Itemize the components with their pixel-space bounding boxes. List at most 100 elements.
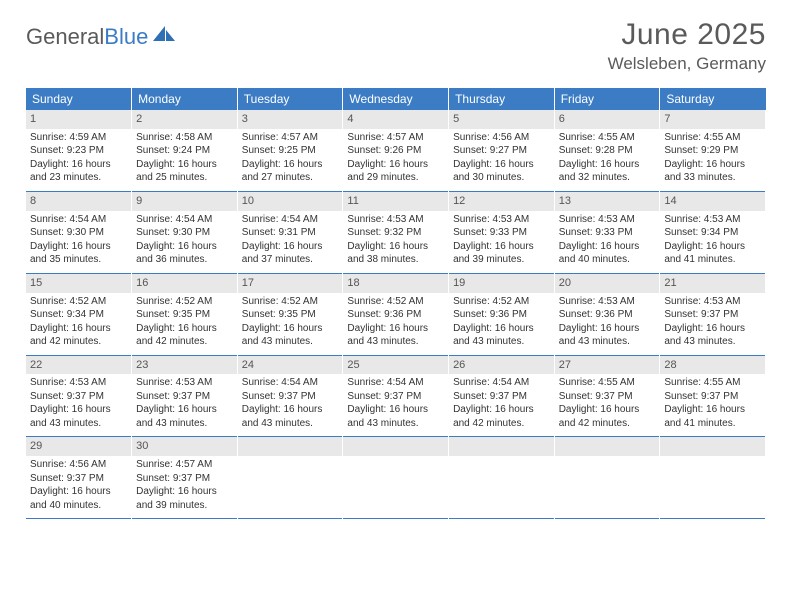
sunrise-line: Sunrise: 4:54 AM bbox=[453, 376, 550, 390]
daylight-line: Daylight: 16 hours and 38 minutes. bbox=[347, 240, 444, 267]
day-number: 29 bbox=[26, 437, 131, 456]
sunset-line: Sunset: 9:37 PM bbox=[30, 472, 127, 486]
empty-day bbox=[660, 437, 765, 456]
weekday-header: Friday bbox=[554, 88, 660, 110]
sunrise-line: Sunrise: 4:54 AM bbox=[347, 376, 444, 390]
sunset-line: Sunset: 9:27 PM bbox=[453, 144, 550, 158]
day-number: 17 bbox=[238, 274, 343, 293]
day-cell: 3Sunrise: 4:57 AMSunset: 9:25 PMDaylight… bbox=[237, 110, 343, 191]
calendar-body: 1Sunrise: 4:59 AMSunset: 9:23 PMDaylight… bbox=[26, 110, 766, 519]
day-cell: 6Sunrise: 4:55 AMSunset: 9:28 PMDaylight… bbox=[554, 110, 660, 191]
sunrise-line: Sunrise: 4:52 AM bbox=[30, 295, 127, 309]
daylight-line: Daylight: 16 hours and 41 minutes. bbox=[664, 403, 761, 430]
day-cell: 14 Sunrise: 4:53 AMSunset: 9:34 PMDayligh… bbox=[660, 191, 766, 273]
daylight-line: Daylight: 16 hours and 29 minutes. bbox=[347, 158, 444, 185]
brand-word2: Blue bbox=[104, 24, 148, 50]
day-cell bbox=[554, 437, 660, 519]
day-number: 16 bbox=[132, 274, 237, 293]
day-number: 3 bbox=[238, 110, 343, 129]
sunset-line: Sunset: 9:30 PM bbox=[136, 226, 233, 240]
location-label: Welsleben, Germany bbox=[608, 54, 766, 74]
sunrise-line: Sunrise: 4:53 AM bbox=[664, 213, 761, 227]
weekday-header: Sunday bbox=[26, 88, 132, 110]
sunset-line: Sunset: 9:29 PM bbox=[664, 144, 761, 158]
daylight-line: Daylight: 16 hours and 23 minutes. bbox=[30, 158, 127, 185]
sunrise-line: Sunrise: 4:54 AM bbox=[242, 376, 339, 390]
day-cell: 27Sunrise: 4:55 AMSunset: 9:37 PMDayligh… bbox=[554, 355, 660, 437]
sunrise-line: Sunrise: 4:52 AM bbox=[453, 295, 550, 309]
day-cell: 23Sunrise: 4:53 AMSunset: 9:37 PMDayligh… bbox=[132, 355, 238, 437]
brand-word1: General bbox=[26, 24, 104, 50]
daylight-line: Daylight: 16 hours and 42 minutes. bbox=[559, 403, 656, 430]
daylight-line: Daylight: 16 hours and 43 minutes. bbox=[242, 403, 339, 430]
day-cell: 21Sunrise: 4:53 AMSunset: 9:37 PMDayligh… bbox=[660, 273, 766, 355]
day-number: 27 bbox=[555, 356, 660, 375]
sunrise-line: Sunrise: 4:59 AM bbox=[30, 131, 127, 145]
calendar-head: SundayMondayTuesdayWednesdayThursdayFrid… bbox=[26, 88, 766, 110]
day-cell: 13Sunrise: 4:53 AMSunset: 9:33 PMDayligh… bbox=[554, 191, 660, 273]
daylight-line: Daylight: 16 hours and 30 minutes. bbox=[453, 158, 550, 185]
sunset-line: Sunset: 9:28 PM bbox=[559, 144, 656, 158]
header: GeneralBlue June 2025 Welsleben, Germany bbox=[26, 18, 766, 74]
day-number: 19 bbox=[449, 274, 554, 293]
daylight-line: Daylight: 16 hours and 43 minutes. bbox=[453, 322, 550, 349]
daylight-line: Daylight: 16 hours and 39 minutes. bbox=[136, 485, 233, 512]
day-cell: 1Sunrise: 4:59 AMSunset: 9:23 PMDaylight… bbox=[26, 110, 132, 191]
daylight-line: Daylight: 16 hours and 42 minutes. bbox=[30, 322, 127, 349]
sunset-line: Sunset: 9:24 PM bbox=[136, 144, 233, 158]
weekday-header: Wednesday bbox=[343, 88, 449, 110]
daylight-line: Daylight: 16 hours and 40 minutes. bbox=[30, 485, 127, 512]
brand-logo: GeneralBlue bbox=[26, 18, 178, 50]
sunrise-line: Sunrise: 4:57 AM bbox=[136, 458, 233, 472]
sunset-line: Sunset: 9:34 PM bbox=[664, 226, 761, 240]
sail-icon bbox=[152, 24, 178, 50]
weekday-header: Thursday bbox=[449, 88, 555, 110]
sunrise-line: Sunrise: 4:53 AM bbox=[347, 213, 444, 227]
day-cell: 15Sunrise: 4:52 AMSunset: 9:34 PMDayligh… bbox=[26, 273, 132, 355]
daylight-line: Daylight: 16 hours and 42 minutes. bbox=[453, 403, 550, 430]
sunrise-line: Sunrise: 4:54 AM bbox=[30, 213, 127, 227]
sunrise-line: Sunrise: 4:57 AM bbox=[242, 131, 339, 145]
empty-day bbox=[449, 437, 554, 456]
day-cell: 10Sunrise: 4:54 AMSunset: 9:31 PMDayligh… bbox=[237, 191, 343, 273]
daylight-line: Daylight: 16 hours and 41 minutes. bbox=[664, 240, 761, 267]
day-cell: 24Sunrise: 4:54 AMSunset: 9:37 PMDayligh… bbox=[237, 355, 343, 437]
title-block: June 2025 Welsleben, Germany bbox=[608, 18, 766, 74]
sunrise-line: Sunrise: 4:56 AM bbox=[30, 458, 127, 472]
day-number: 12 bbox=[449, 192, 554, 211]
day-cell: 30Sunrise: 4:57 AMSunset: 9:37 PMDayligh… bbox=[132, 437, 238, 519]
day-number: 4 bbox=[343, 110, 448, 129]
day-cell: 26Sunrise: 4:54 AMSunset: 9:37 PMDayligh… bbox=[449, 355, 555, 437]
table-row: 8Sunrise: 4:54 AMSunset: 9:30 PMDaylight… bbox=[26, 191, 766, 273]
day-number: 24 bbox=[238, 356, 343, 375]
day-cell: 29 Sunrise: 4:56 AMSunset: 9:37 PMDayligh… bbox=[26, 437, 132, 519]
sunset-line: Sunset: 9:35 PM bbox=[136, 308, 233, 322]
day-number: 20 bbox=[555, 274, 660, 293]
day-cell bbox=[237, 437, 343, 519]
weekday-header: Tuesday bbox=[237, 88, 343, 110]
empty-day bbox=[343, 437, 448, 456]
day-number: 11 bbox=[343, 192, 448, 211]
sunrise-line: Sunrise: 4:55 AM bbox=[664, 376, 761, 390]
day-number: 26 bbox=[449, 356, 554, 375]
sunrise-line: Sunrise: 4:52 AM bbox=[347, 295, 444, 309]
sunrise-line: Sunrise: 4:52 AM bbox=[242, 295, 339, 309]
day-number: 14 bbox=[660, 192, 765, 211]
day-number: 7 bbox=[660, 110, 765, 129]
day-number: 21 bbox=[660, 274, 765, 293]
sunrise-line: Sunrise: 4:53 AM bbox=[664, 295, 761, 309]
daylight-line: Daylight: 16 hours and 39 minutes. bbox=[453, 240, 550, 267]
daylight-line: Daylight: 16 hours and 27 minutes. bbox=[242, 158, 339, 185]
day-cell: 20Sunrise: 4:53 AMSunset: 9:36 PMDayligh… bbox=[554, 273, 660, 355]
sunrise-line: Sunrise: 4:53 AM bbox=[136, 376, 233, 390]
day-number: 18 bbox=[343, 274, 448, 293]
table-row: 22Sunrise: 4:53 AMSunset: 9:37 PMDayligh… bbox=[26, 355, 766, 437]
day-cell: 16Sunrise: 4:52 AMSunset: 9:35 PMDayligh… bbox=[132, 273, 238, 355]
sunset-line: Sunset: 9:36 PM bbox=[559, 308, 656, 322]
sunset-line: Sunset: 9:30 PM bbox=[30, 226, 127, 240]
sunset-line: Sunset: 9:36 PM bbox=[453, 308, 550, 322]
day-number: 25 bbox=[343, 356, 448, 375]
empty-day bbox=[555, 437, 660, 456]
sunset-line: Sunset: 9:32 PM bbox=[347, 226, 444, 240]
sunset-line: Sunset: 9:35 PM bbox=[242, 308, 339, 322]
